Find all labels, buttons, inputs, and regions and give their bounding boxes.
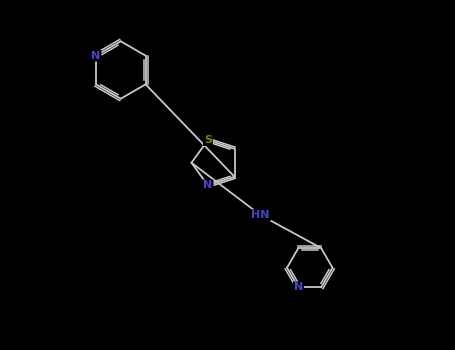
- Text: N: N: [203, 180, 212, 190]
- Text: N: N: [91, 51, 101, 61]
- Text: S: S: [204, 135, 212, 145]
- Text: HN: HN: [252, 210, 270, 220]
- Text: N: N: [294, 282, 303, 293]
